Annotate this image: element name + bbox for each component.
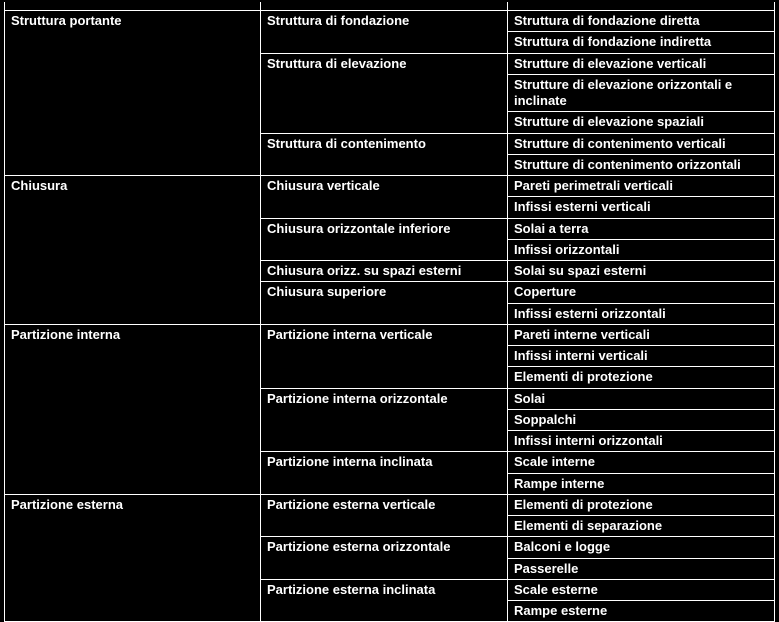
table-row: Partizione esternaPartizione esterna ver… [5,494,775,515]
cell-unit: Partizione interna inclinata [261,452,508,495]
header-fragment-col3 [508,2,775,11]
cell-element: Infissi interni orizzontali [508,431,775,452]
cell-element: Elementi di separazione [508,516,775,537]
cell-element: Infissi interni verticali [508,346,775,367]
cell-element: Elementi di protezione [508,367,775,388]
cell-element: Struttura di fondazione indiretta [508,32,775,53]
cell-element: Infissi esterni verticali [508,197,775,218]
cell-element: Balconi e logge [508,537,775,558]
header-fragment-col1 [5,2,261,11]
cell-element: Strutture di elevazione spaziali [508,112,775,133]
cell-element: Coperture [508,282,775,303]
cell-unit: Chiusura orizz. su spazi esterni [261,261,508,282]
cell-element: Strutture di elevazione verticali [508,53,775,74]
cell-element: Rampe interne [508,473,775,494]
cell-unit: Struttura di elevazione [261,53,508,133]
cell-element: Solai su spazi esterni [508,261,775,282]
cell-element: Strutture di contenimento verticali [508,133,775,154]
cell-element: Strutture di contenimento orizzontali [508,154,775,175]
cell-unit: Chiusura superiore [261,282,508,325]
header-fragment-col2 [261,2,508,11]
cell-unit: Struttura di contenimento [261,133,508,176]
table-row: Partizione internaPartizione interna ver… [5,324,775,345]
table-row: ChiusuraChiusura verticalePareti perimet… [5,176,775,197]
cell-class: Partizione interna [5,324,261,494]
cell-element: Strutture di elevazione orizzontali e in… [508,74,775,112]
cell-unit: Partizione interna verticale [261,324,508,388]
cell-element: Struttura di fondazione diretta [508,11,775,32]
cell-unit: Chiusura orizzontale inferiore [261,218,508,261]
cell-unit: Partizione esterna verticale [261,494,508,537]
cell-element: Solai a terra [508,218,775,239]
cell-unit: Struttura di fondazione [261,11,508,54]
cell-element: Scale esterne [508,579,775,600]
cell-element: Pareti interne verticali [508,324,775,345]
cell-element: Pareti perimetrali verticali [508,176,775,197]
table-header-fragment [5,2,775,11]
cell-unit: Partizione esterna inclinata [261,579,508,622]
cell-element: Elementi di protezione [508,494,775,515]
cell-element: Soppalchi [508,409,775,430]
cell-class: Struttura portante [5,11,261,176]
cell-element: Rampe esterne [508,601,775,622]
cell-unit: Partizione esterna orizzontale [261,537,508,580]
table-body: Struttura portanteStruttura di fondazion… [5,2,775,622]
cell-class: Chiusura [5,176,261,325]
cell-unit: Partizione interna orizzontale [261,388,508,452]
cell-element: Scale interne [508,452,775,473]
cell-element: Infissi orizzontali [508,239,775,260]
cell-element: Solai [508,388,775,409]
classification-table: Struttura portanteStruttura di fondazion… [4,2,775,622]
cell-class: Partizione esterna [5,494,261,622]
table-row: Struttura portanteStruttura di fondazion… [5,11,775,32]
cell-unit: Chiusura verticale [261,176,508,219]
cell-element: Infissi esterni orizzontali [508,303,775,324]
